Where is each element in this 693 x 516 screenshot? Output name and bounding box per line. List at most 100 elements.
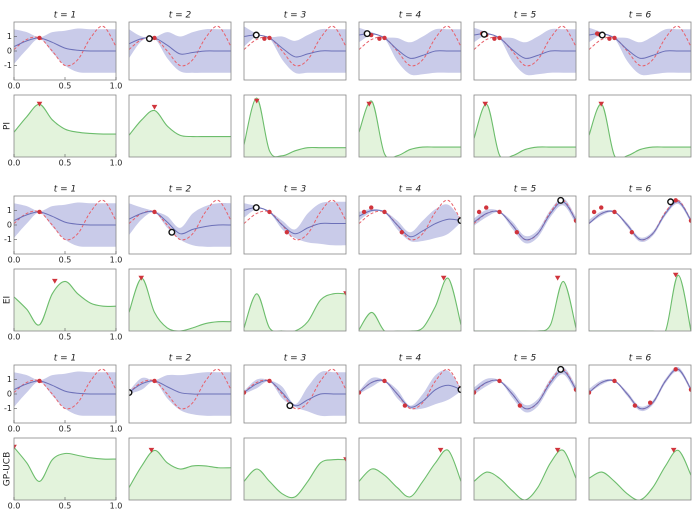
panel-frame	[128, 364, 232, 424]
observation	[612, 209, 617, 215]
acq-panel	[244, 457, 346, 500]
acq-line	[589, 274, 691, 331]
new-observation	[363, 30, 371, 38]
panel-frame	[358, 195, 462, 255]
observation	[492, 36, 497, 41]
observation	[361, 209, 367, 215]
panel-title: t = 3	[284, 185, 307, 195]
acq-line	[589, 103, 691, 157]
gp-mean	[474, 201, 576, 241]
gp-mean	[129, 380, 231, 395]
panel-title: t = 5	[514, 354, 537, 364]
panel-title: t = 2	[169, 354, 192, 364]
acq-line	[14, 280, 116, 326]
true-function	[589, 199, 691, 241]
new-observation	[557, 196, 565, 204]
y-tick-label: 0	[7, 221, 12, 230]
acq-panel	[589, 447, 691, 500]
panel-frame	[128, 21, 232, 81]
acq-maximum	[36, 101, 43, 107]
acq-line	[474, 280, 576, 331]
observation	[497, 35, 502, 41]
acq-line	[129, 109, 231, 138]
observation	[573, 387, 576, 392]
panel-frame	[588, 437, 692, 501]
acq-maximum	[672, 272, 679, 278]
x-tick-label: 1.0	[110, 256, 123, 265]
gp-panel	[589, 198, 691, 243]
observation	[262, 36, 267, 41]
acq-area	[129, 110, 231, 157]
true-function	[359, 199, 461, 241]
x-tick-label: 1.0	[110, 159, 123, 168]
confidence-band	[359, 370, 461, 410]
gp-mean	[244, 207, 346, 235]
panel-title: t = 6	[629, 11, 652, 21]
x-tick-label: 1.0	[110, 333, 123, 342]
observation	[284, 230, 290, 235]
gp-mean	[129, 36, 231, 55]
gp-panel	[14, 368, 116, 416]
observation	[377, 36, 382, 41]
true-function	[589, 25, 691, 67]
gp-mean	[589, 201, 691, 241]
confidence-band	[129, 29, 231, 73]
acq-panel	[589, 101, 691, 157]
acq-area	[589, 275, 691, 331]
x-tick-label: 1.0	[110, 425, 123, 434]
x-tick-label: 0.5	[59, 82, 72, 91]
panel-title: t = 1	[54, 11, 77, 21]
observation	[629, 230, 635, 235]
observation	[369, 205, 374, 210]
observation	[267, 378, 272, 384]
true-function	[244, 25, 346, 67]
observation	[152, 209, 157, 215]
panel-title: t = 4	[399, 354, 422, 364]
panel-frame	[128, 195, 232, 255]
gp-mean	[129, 210, 231, 235]
x-tick-label: 0.5	[59, 502, 72, 511]
acq-area	[14, 447, 116, 500]
panel-title: t = 4	[399, 11, 422, 21]
gp-panel	[359, 199, 461, 242]
true-function	[14, 25, 116, 67]
panel-frame	[243, 21, 347, 81]
observation	[244, 390, 247, 395]
observation	[673, 198, 678, 203]
acq-line	[589, 449, 691, 500]
x-tick-label: 0.5	[59, 333, 72, 342]
acq-maximum	[52, 278, 58, 284]
x-tick-label: 1.0	[110, 82, 123, 91]
gp-mean	[359, 33, 461, 59]
gp-mean	[474, 370, 576, 410]
x-tick-label: 0.5	[59, 256, 72, 265]
acq-line	[359, 449, 461, 498]
gp-panel	[129, 25, 231, 73]
x-tick-label: 0.5	[59, 425, 72, 434]
panel-title: t = 5	[514, 11, 537, 21]
panel-frame	[588, 268, 692, 332]
panel-title: t = 4	[399, 185, 422, 195]
acq-panel	[474, 275, 576, 331]
acq-line	[244, 97, 346, 157]
confidence-band	[14, 28, 116, 73]
gp-panel	[129, 368, 231, 416]
confidence-band	[14, 371, 116, 416]
observation	[517, 403, 523, 408]
panel-frame	[243, 195, 347, 255]
observation	[37, 209, 42, 215]
panel-frame	[128, 268, 232, 332]
gp-panel	[359, 25, 461, 76]
panel-title: t = 6	[629, 185, 652, 195]
acq-area	[129, 450, 231, 500]
gp-mean	[14, 37, 116, 52]
observation	[152, 35, 157, 41]
acq-line	[359, 277, 461, 331]
new-observation	[168, 228, 176, 236]
confidence-band	[474, 198, 576, 244]
true-function	[359, 25, 461, 67]
acq-panel	[129, 275, 231, 331]
gp-panel	[589, 366, 691, 412]
